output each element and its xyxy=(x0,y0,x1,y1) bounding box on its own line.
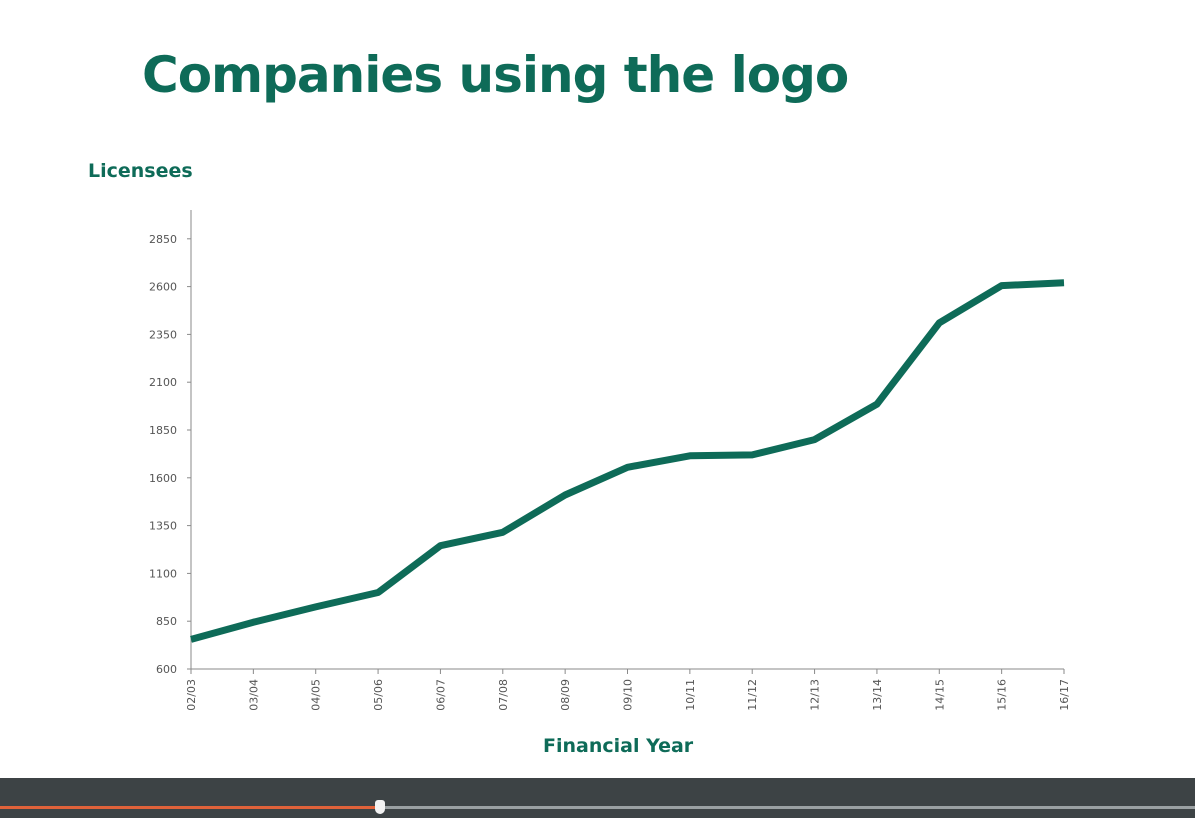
x-tick-label: 16/17 xyxy=(1058,679,1071,711)
y-tick-label: 1100 xyxy=(149,567,177,580)
y-tick-label: 2600 xyxy=(149,281,177,294)
x-tick-label: 09/10 xyxy=(622,679,635,711)
x-tick-label: 10/11 xyxy=(684,679,697,711)
seek-progress xyxy=(0,806,380,809)
x-tick-label: 12/13 xyxy=(809,679,822,711)
x-tick-label: 13/14 xyxy=(871,679,884,711)
x-tick-label: 15/16 xyxy=(996,679,1009,711)
seek-bar[interactable] xyxy=(0,800,1195,814)
x-tick-label: 14/15 xyxy=(933,679,946,711)
y-tick-label: 600 xyxy=(156,663,177,676)
y-tick-label: 1600 xyxy=(149,472,177,485)
x-axis-label: Financial Year xyxy=(543,735,694,757)
line-chart: 600 850 1100 1350 1600 1850 2100 2350 2600 2850 02… xyxy=(149,210,1071,711)
series-line xyxy=(190,279,1065,643)
y-tick-label: 850 xyxy=(156,615,177,628)
slide: Companies using the logo Licensees 600 85… xyxy=(88,46,1071,757)
slide-title: Companies using the logo xyxy=(142,46,849,104)
x-tick-label: 02/03 xyxy=(185,679,198,711)
seek-handle[interactable] xyxy=(375,800,385,814)
y-tick-label: 1850 xyxy=(149,424,177,437)
y-axis-label: Licensees xyxy=(88,160,193,182)
x-tick-label: 05/06 xyxy=(372,679,385,711)
y-tick-label: 2100 xyxy=(149,376,177,389)
x-tick-label: 08/09 xyxy=(559,679,572,711)
x-tick-label: 11/12 xyxy=(746,679,759,711)
video-player-bar xyxy=(0,778,1195,818)
y-tick-label: 2350 xyxy=(149,328,177,341)
y-tick-label: 1350 xyxy=(149,520,177,533)
x-tick-label: 03/04 xyxy=(247,679,260,711)
x-tick-label: 07/08 xyxy=(497,679,510,711)
y-tick-label: 2850 xyxy=(149,233,177,246)
x-tick-label: 04/05 xyxy=(310,679,323,711)
x-tick-label: 06/07 xyxy=(434,679,447,711)
